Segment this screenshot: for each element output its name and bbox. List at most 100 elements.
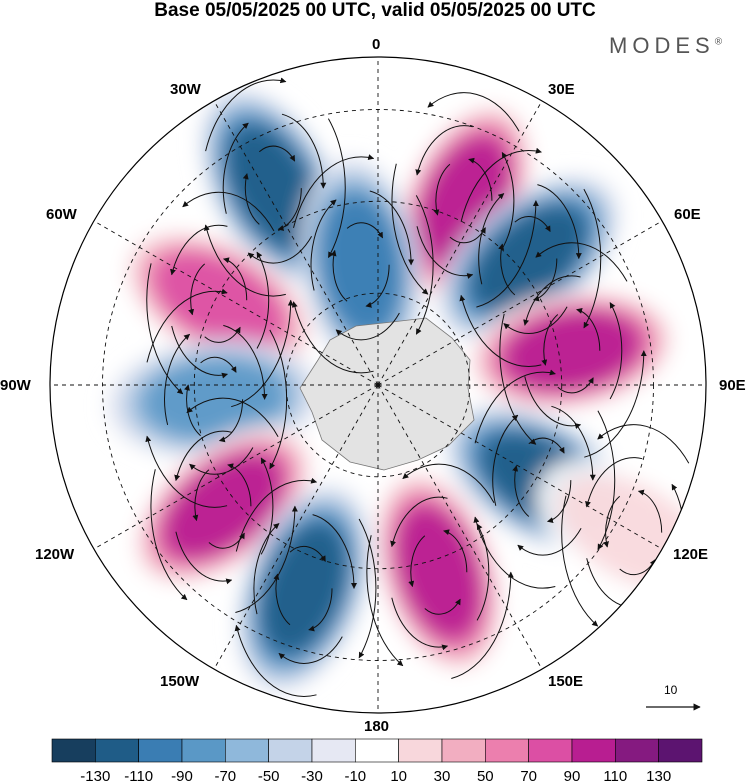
streamline [585,457,643,508]
streamline [291,301,374,374]
lon-label-60e: 60E [674,206,701,223]
meridian-line [213,100,379,386]
streamline [273,573,291,626]
streamline [391,597,449,651]
streamline [468,157,493,201]
streamline [293,154,375,229]
lon-label-30e: 30E [548,81,575,98]
streamline [512,465,530,517]
anomaly-contour [471,205,587,312]
streamline [609,302,623,400]
colorbar-cell [658,738,703,763]
anomaly-contour [321,195,402,334]
streamline [175,531,233,585]
anomaly-field [106,88,706,692]
streamline [358,518,377,659]
streamline [223,324,268,400]
streamline [208,532,245,549]
streamline [547,480,572,524]
streamline [460,147,542,222]
streamline [192,469,210,522]
lon-label-150e: 150E [548,673,584,690]
streamline [584,350,647,458]
anomaly-contour [504,311,640,391]
colorbar-cell [441,738,486,763]
lon-label-90e: 90E [719,377,746,394]
streamline [277,188,302,231]
map-title: Base 05/05/2025 00 UTC, valid 05/05/2025… [154,0,596,21]
streamline [514,216,551,233]
colorbar-cell [51,738,96,763]
streamline [459,294,542,368]
streamline [415,195,434,335]
streamline [145,435,228,508]
anomaly-contour [154,252,283,348]
colorbar-tick-label: -50 [258,768,280,783]
colorbar-tick-label: -110 [124,768,153,783]
streamline [227,463,252,507]
colorbar-cell [614,738,659,763]
map-border [49,56,707,714]
colorbar-cell [95,738,139,763]
streamline [443,529,468,573]
streamline [171,325,228,379]
streamline [312,514,357,589]
streamline [391,163,429,295]
streamline [366,535,404,667]
colorbar-tick-label: 110 [603,768,627,783]
antarctica-land [299,317,475,471]
streamline [449,227,486,244]
anomaly-contour [142,358,287,441]
streamline [170,224,228,276]
streamline [150,469,188,601]
anomaly-contour [226,125,320,251]
streamline [289,545,326,562]
streamline [260,457,274,555]
colorbar-cell [138,738,183,763]
streamline [402,463,495,503]
streamline [390,496,448,548]
streamline [174,430,232,482]
meridian-line [93,384,379,550]
lon-label-90w: 90W [0,377,31,394]
meridian-line [93,220,379,386]
meridian-line [377,384,663,550]
reference-vector-label: 10 [664,683,678,697]
colorbar-tick-label: -70 [214,768,236,783]
streamline [146,263,184,395]
lon-label-0: 0 [372,36,381,53]
streamline [365,264,390,308]
colorbar-tick-label: -10 [344,768,366,783]
streamline [474,369,556,444]
streamline [223,257,248,301]
lon-label-60w: 60W [46,206,77,223]
colorbar-cell [181,738,226,763]
streamline [427,92,520,132]
colorbar-tick-label: 50 [477,768,494,783]
streamline [503,306,568,334]
streamline [541,314,559,366]
streamline [523,275,581,326]
streamline [222,122,249,214]
streamline [473,516,556,589]
streamline [528,437,565,454]
streamline [164,333,191,426]
streamline [346,222,384,239]
streamline [218,399,244,443]
streamline [408,535,426,588]
lon-label-120w: 120W [35,546,75,563]
streamline [234,624,317,697]
streamline [330,249,348,302]
lon-label-180: 180 [364,718,390,735]
streamlines [145,77,706,697]
lon-label-120e: 120E [673,546,709,563]
streamline [492,414,519,506]
colorbar-cell [571,738,616,763]
streamline [189,447,254,475]
streamline [583,188,602,329]
colorbar-cell [354,738,399,763]
streamline [184,384,201,437]
lon-label-150w: 150W [160,673,200,690]
